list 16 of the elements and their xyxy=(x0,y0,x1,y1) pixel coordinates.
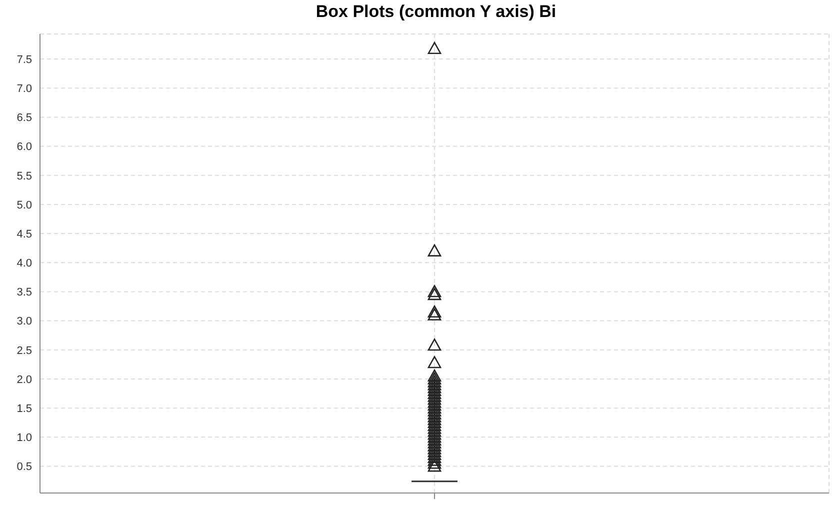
y-tick-label: 4.0 xyxy=(16,258,32,270)
y-tick-label: 5.5 xyxy=(16,170,32,182)
chart-title: Box Plots (common Y axis) Bi xyxy=(314,2,558,22)
y-tick-label: 2.0 xyxy=(16,374,32,386)
y-tick-label: 4.5 xyxy=(16,228,32,240)
y-tick-label: 1.5 xyxy=(16,402,32,415)
y-tick-label: 6.5 xyxy=(16,112,32,124)
y-tick-label: 3.5 xyxy=(16,286,32,299)
y-tick-label: 7.0 xyxy=(16,83,32,96)
y-tick-label: 6.0 xyxy=(16,141,32,154)
y-tick-label: 1.0 xyxy=(16,432,32,444)
y-tick-label: 0.5 xyxy=(16,461,32,474)
y-tick-label: 3.0 xyxy=(16,316,32,328)
y-tick-label: 7.5 xyxy=(16,54,32,66)
y-tick-label: 2.5 xyxy=(16,344,32,357)
y-tick-label: 5.0 xyxy=(16,199,32,212)
